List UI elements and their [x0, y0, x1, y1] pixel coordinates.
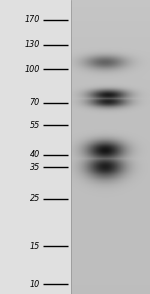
Text: 15: 15 — [30, 242, 40, 251]
Text: 100: 100 — [24, 65, 40, 74]
Text: 25: 25 — [30, 194, 40, 203]
Text: 55: 55 — [30, 121, 40, 130]
Text: 170: 170 — [24, 15, 40, 24]
Text: 10: 10 — [30, 280, 40, 289]
Text: 70: 70 — [30, 98, 40, 107]
Text: 35: 35 — [30, 163, 40, 172]
Text: 40: 40 — [30, 150, 40, 159]
Text: 130: 130 — [24, 40, 40, 49]
